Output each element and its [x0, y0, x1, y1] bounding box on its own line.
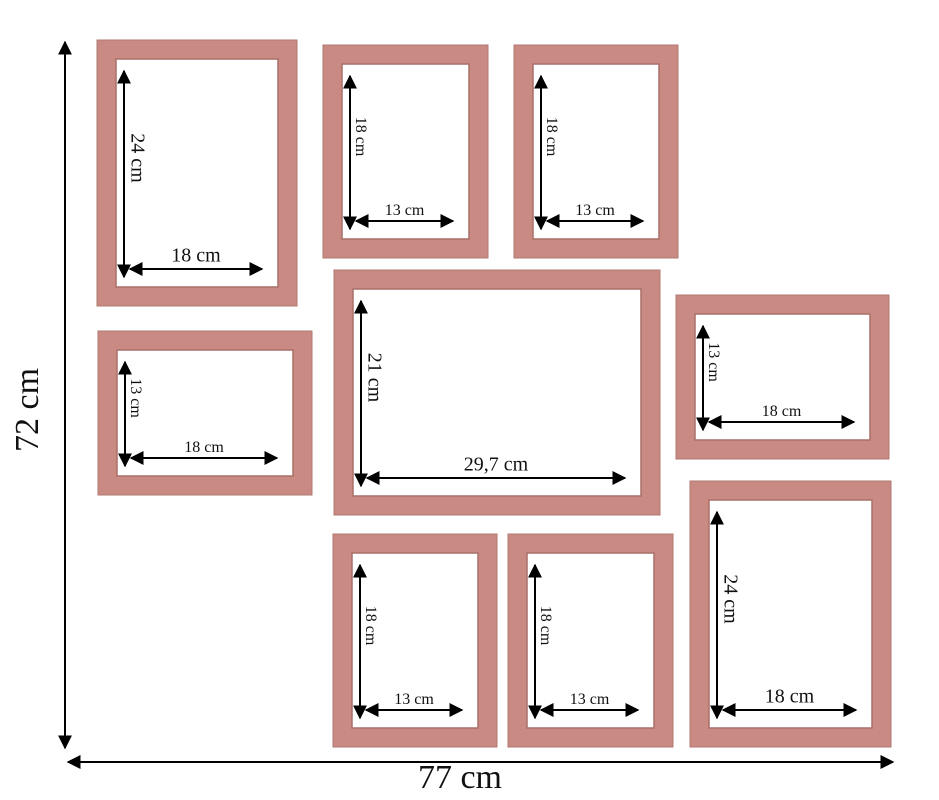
width-label: 18 cm	[184, 439, 224, 456]
frame-opening	[708, 499, 873, 729]
height-label: 21 cm	[363, 353, 385, 403]
frames: 24 cm 18 cm 18 cm 13 cm 18 cm 13 cm 13 cm 18 cm…	[96, 39, 892, 748]
width-label: 29,7 cm	[464, 454, 529, 476]
overall-width: 77 cm	[418, 759, 502, 796]
height-label: 13 cm	[127, 378, 144, 418]
frame-opening	[115, 58, 279, 288]
width-label: 13 cm	[570, 691, 610, 708]
frame-opening	[341, 63, 470, 240]
height-label: 18 cm	[543, 117, 560, 157]
height-label: 18 cm	[537, 606, 554, 646]
height-label: 24 cm	[719, 574, 741, 624]
frame-opening	[532, 63, 660, 240]
width-label: 13 cm	[385, 202, 425, 219]
width-label: 13 cm	[575, 202, 615, 219]
height-label: 18 cm	[362, 606, 379, 646]
overall-height: 72 cm	[9, 368, 46, 452]
width-label: 18 cm	[762, 403, 802, 420]
frame-opening	[526, 552, 655, 729]
width-label: 13 cm	[394, 691, 434, 708]
frame-opening	[352, 288, 642, 497]
height-label: 24 cm	[126, 133, 148, 183]
height-label: 13 cm	[705, 342, 722, 382]
height-label: 18 cm	[352, 117, 369, 157]
frame-opening	[351, 552, 479, 729]
width-label: 18 cm	[765, 686, 815, 708]
width-label: 18 cm	[171, 245, 221, 267]
